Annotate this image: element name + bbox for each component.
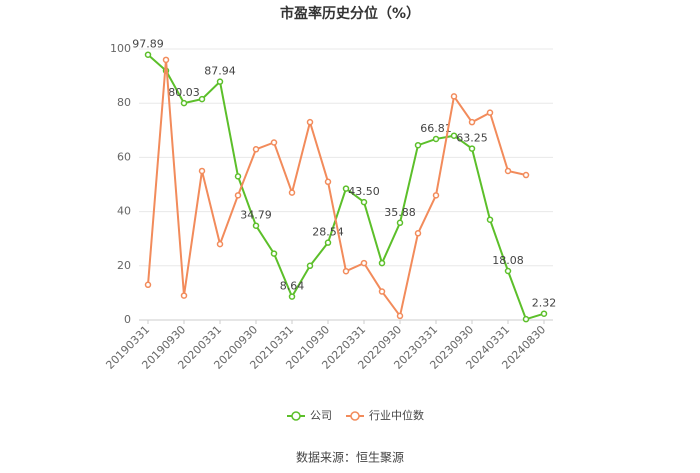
data-point [432, 135, 440, 143]
data-point [288, 293, 296, 300]
legend-label: 公司 [310, 409, 332, 422]
data-point [324, 239, 332, 246]
data-point [144, 51, 152, 58]
data-point [216, 78, 224, 85]
data-point [486, 216, 494, 223]
data-point [450, 132, 458, 139]
data-point [180, 292, 188, 299]
source: 数据来源：恒生聚源 [296, 450, 404, 465]
legend-label: 行业中位数 [369, 408, 424, 422]
data-label: 97.89 [132, 38, 164, 51]
data-point [450, 93, 458, 100]
data-point [198, 167, 206, 175]
data-label: 63.25 [456, 132, 488, 145]
data-point [252, 222, 260, 229]
y-tick-label: 60 [117, 150, 131, 163]
data-point [414, 230, 422, 237]
data-label: 66.81 [420, 122, 452, 135]
data-point [162, 56, 170, 64]
legend-marker [291, 411, 301, 421]
data-label: 87.94 [204, 65, 236, 78]
data-point [504, 267, 512, 275]
data-point [540, 310, 548, 317]
data-point [360, 198, 368, 206]
data-point [180, 99, 188, 107]
data-point [468, 145, 476, 152]
data-point [432, 192, 440, 199]
data-label: 80.03 [168, 86, 200, 99]
y-tick-label: 100 [110, 42, 131, 55]
data-point [414, 141, 422, 149]
data-point [486, 109, 494, 116]
data-point [378, 259, 386, 267]
data-point [360, 259, 368, 267]
data-point [234, 173, 242, 180]
data-point [396, 219, 404, 227]
data-point [144, 281, 152, 289]
data-point [522, 315, 530, 323]
data-point [324, 178, 332, 186]
data-point [342, 185, 350, 192]
data-label: 18.08 [492, 254, 524, 267]
data-point [234, 192, 242, 199]
data-label: 43.50 [348, 185, 380, 198]
data-point [306, 262, 314, 270]
data-label: 8.64 [280, 280, 305, 293]
data-point [522, 171, 530, 179]
series-line [147, 59, 527, 319]
data-point [378, 288, 386, 295]
data-point [270, 139, 278, 146]
data-point [198, 95, 206, 103]
y-tick-label: 20 [117, 259, 131, 272]
y-tick-label: 40 [117, 205, 131, 218]
data-point [504, 167, 512, 175]
data-point [396, 312, 404, 320]
data-point [270, 250, 278, 257]
data-label: 2.32 [532, 297, 557, 310]
data-label: 34.79 [240, 209, 272, 222]
legend-marker [350, 411, 360, 421]
data-point [468, 118, 476, 126]
data-point [216, 240, 224, 248]
data-label: 35.88 [384, 206, 416, 219]
data-point [306, 118, 314, 126]
data-point [252, 146, 260, 153]
y-tick-label: 80 [117, 96, 131, 109]
y-tick-label: 0 [124, 313, 131, 326]
data-point [342, 267, 350, 275]
chart-title: 市盈率历史分位（%） [280, 5, 420, 22]
data-point [288, 189, 296, 196]
data-label: 28.54 [312, 226, 344, 239]
